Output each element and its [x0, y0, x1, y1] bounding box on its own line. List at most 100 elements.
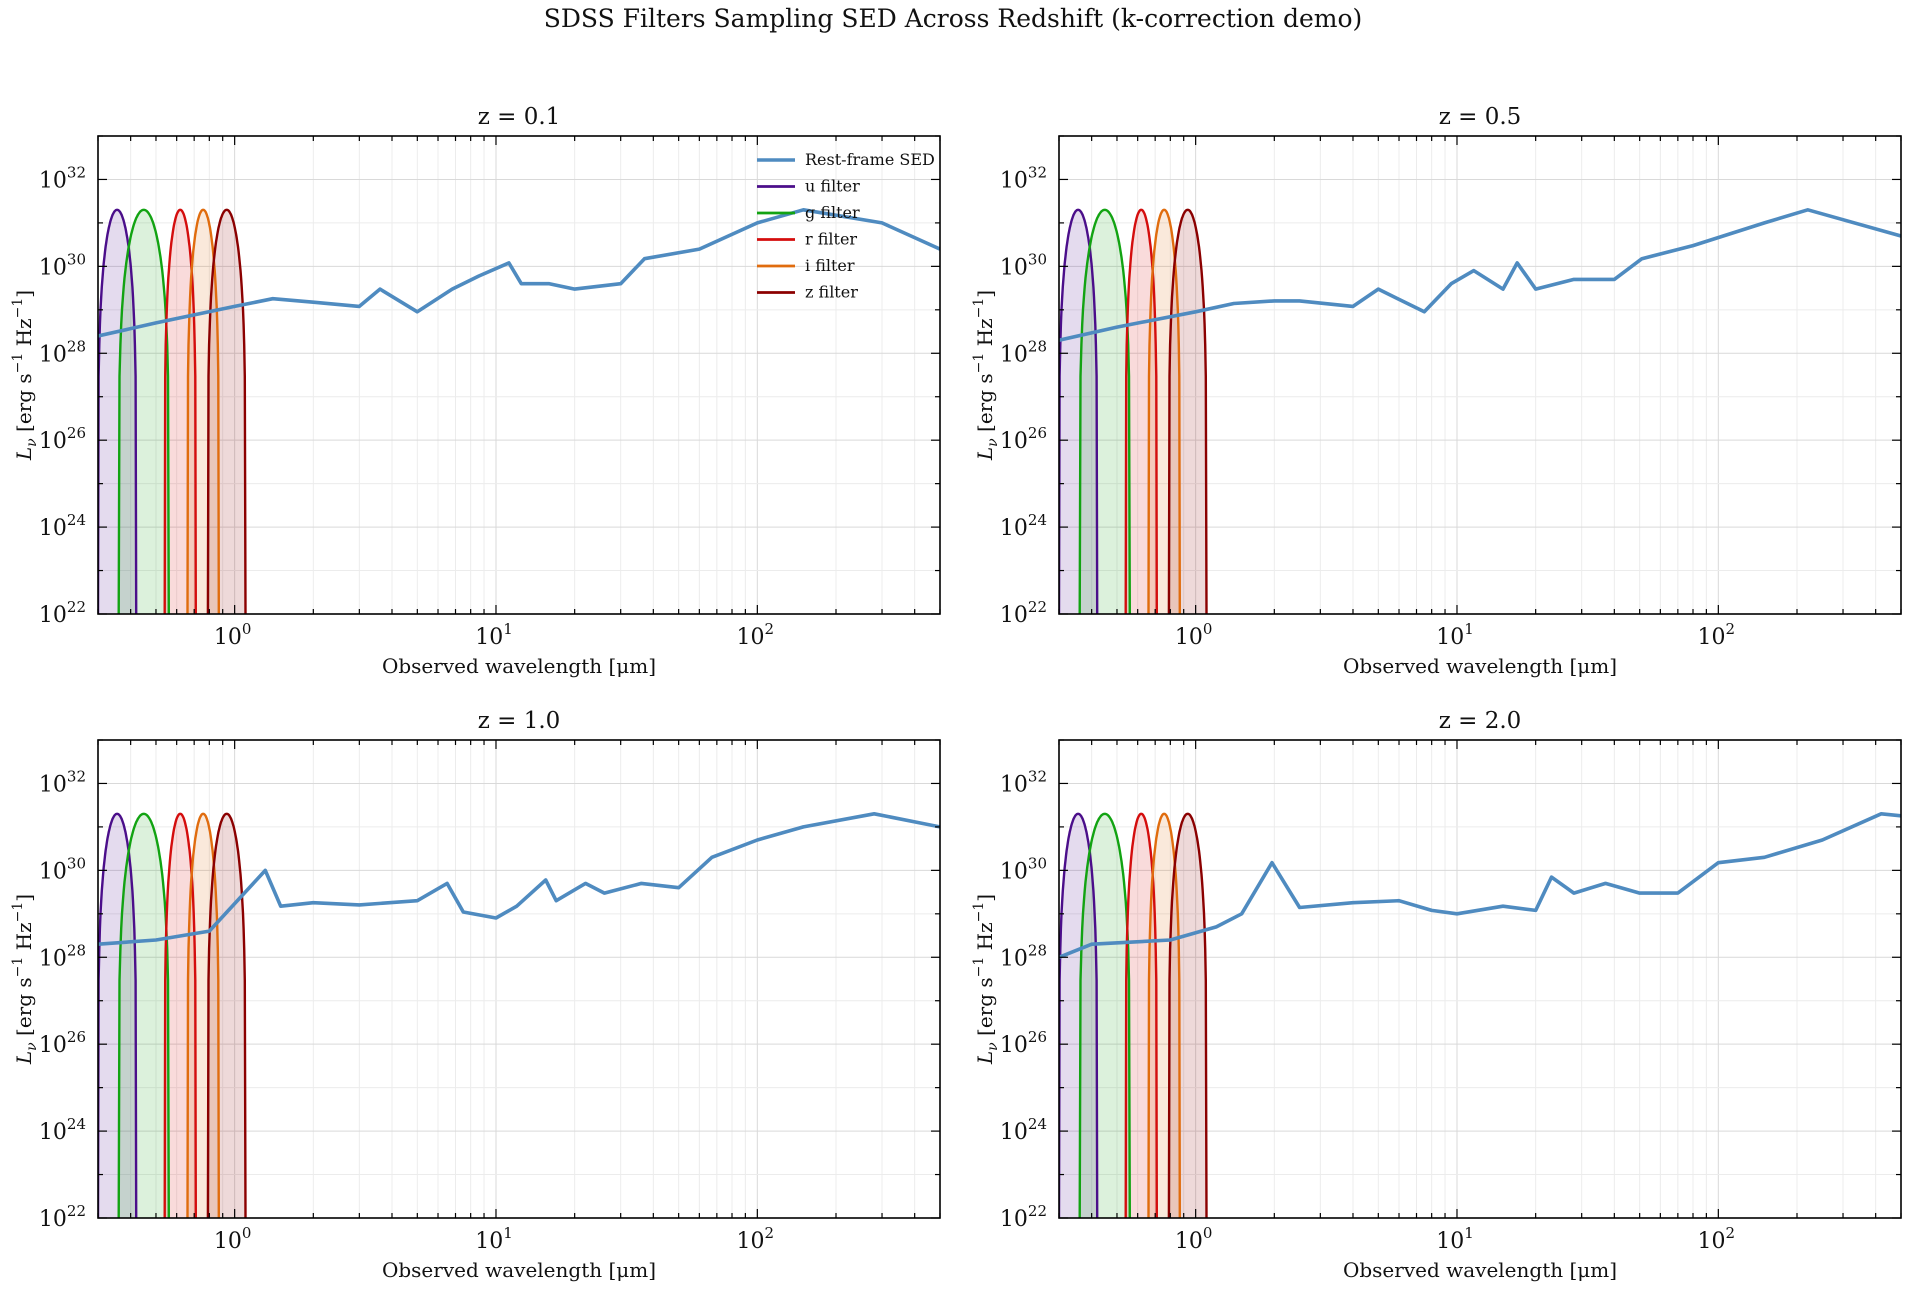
y-tick-label: 1026: [39, 424, 86, 454]
y-tick-label: 1030: [39, 250, 86, 280]
y-tick-label: 1028: [1000, 941, 1047, 971]
y-tick-label: 1024: [1000, 511, 1047, 541]
y-axis-label: Lν [erg s−1 Hz−1]: [10, 290, 40, 461]
panel-title: z = 2.0: [1439, 708, 1522, 734]
x-axis-label: Observed wavelength [μm]: [1343, 1258, 1617, 1282]
y-tick-label: 1030: [1000, 854, 1047, 884]
z-filter-curve: [206, 208, 247, 614]
r-filter-curve: [1124, 208, 1158, 614]
y-tick-label: 1028: [39, 337, 86, 367]
sed-line: [1059, 208, 1901, 342]
legend-label: r filter: [805, 230, 857, 249]
legend-label: i filter: [805, 256, 855, 275]
panel-title: z = 1.0: [478, 708, 561, 734]
ticks: [1058, 135, 1902, 615]
y-tick-label: 1032: [39, 163, 86, 193]
panel-title: z = 0.1: [478, 104, 561, 130]
x-tick-label: 101: [475, 620, 513, 650]
x-axis-label: Observed wavelength [μm]: [382, 654, 656, 678]
x-tick-label: 102: [737, 1224, 775, 1254]
axes-frame: [1058, 739, 1902, 1219]
x-tick-label: 101: [1436, 1224, 1474, 1254]
y-tick-label: 1022: [1000, 1202, 1047, 1232]
x-tick-label: 102: [1698, 620, 1736, 650]
x-tick-label: 102: [737, 620, 775, 650]
ticks: [1058, 739, 1902, 1219]
chart-panel-1: 100 101 102 1022 1024 1026 1028 1030 1032 z = 0.1…: [10, 104, 941, 678]
chart-panel-4: 100 101 102 1022 1024 1026 1028 1030 1032 z = 2.0…: [971, 708, 1902, 1282]
g-filter-curve: [117, 208, 170, 614]
axes-frame: [1058, 135, 1902, 615]
r-filter-curve: [163, 812, 197, 1218]
y-tick-label: 1030: [39, 854, 86, 884]
x-axis-label: Observed wavelength [μm]: [1343, 654, 1617, 678]
ticks: [97, 135, 941, 615]
u-filter-fill: [98, 813, 137, 1218]
g-filter-fill: [118, 209, 169, 614]
y-tick-label: 1024: [39, 511, 86, 541]
y-tick-label: 1022: [39, 1202, 86, 1232]
y-tick-label: 1026: [1000, 424, 1047, 454]
g-filter-fill: [1079, 209, 1130, 614]
legend-label: g filter: [805, 203, 860, 222]
y-tick-label: 1026: [1000, 1028, 1047, 1058]
plot-area: [1059, 812, 1901, 1218]
panel-title: z = 0.5: [1439, 104, 1522, 130]
x-tick-label: 100: [214, 1224, 252, 1254]
u-filter-curve: [98, 812, 138, 1218]
y-axis-label: Lν [erg s−1 Hz−1]: [10, 894, 40, 1065]
z-filter-curve: [206, 812, 247, 1218]
y-tick-label: 1022: [39, 598, 86, 628]
legend: Rest-frame SED u filter g filter r filter i …: [757, 150, 935, 302]
y-tick-label: 1028: [1000, 337, 1047, 367]
y-tick-label: 1026: [39, 1028, 86, 1058]
g-filter-fill: [1079, 813, 1130, 1218]
legend-label: z filter: [805, 283, 858, 302]
u-filter-curve: [1059, 208, 1099, 614]
u-filter-curve: [98, 208, 138, 614]
axes-frame: [97, 739, 941, 1219]
u-filter-fill: [1059, 209, 1098, 614]
x-tick-label: 100: [1175, 620, 1213, 650]
y-tick-label: 1032: [39, 767, 86, 797]
g-filter-curve: [117, 812, 170, 1218]
plot-area: [98, 812, 940, 1218]
chart-panel-3: 100 101 102 1022 1024 1026 1028 1030 1032 z = 1.0…: [10, 708, 941, 1282]
u-filter-fill: [98, 209, 137, 614]
y-tick-label: 1032: [1000, 767, 1047, 797]
y-tick-label: 1024: [39, 1115, 86, 1145]
y-tick-label: 1030: [1000, 250, 1047, 280]
z-filter-curve: [1167, 208, 1208, 614]
y-axis-label: Lν [erg s−1 Hz−1]: [971, 894, 1001, 1065]
legend-label: u filter: [805, 177, 860, 196]
y-tick-label: 1024: [1000, 1115, 1047, 1145]
sed-line: [98, 812, 940, 946]
g-filter-curve: [1078, 208, 1131, 614]
chart-panel-2: 100 101 102 1022 1024 1026 1028 1030 1032 z = 0.5…: [971, 104, 1902, 678]
x-tick-label: 101: [475, 1224, 513, 1254]
r-filter-curve: [1124, 812, 1158, 1218]
x-axis-label: Observed wavelength [μm]: [382, 1258, 656, 1282]
x-tick-label: 100: [214, 620, 252, 650]
ticks: [97, 739, 941, 1219]
x-tick-label: 100: [1175, 1224, 1213, 1254]
figure-title: SDSS Filters Sampling SED Across Redshif…: [544, 4, 1363, 33]
x-tick-label: 101: [1436, 620, 1474, 650]
z-filter-curve: [1167, 812, 1208, 1218]
plot-area: [1059, 208, 1901, 614]
g-filter-curve: [1078, 812, 1131, 1218]
x-tick-label: 102: [1698, 1224, 1736, 1254]
y-tick-label: 1022: [1000, 598, 1047, 628]
r-filter-curve: [163, 208, 197, 614]
u-filter-fill: [1059, 813, 1098, 1218]
sed-line: [1059, 812, 1901, 959]
axes-frame: [97, 135, 941, 615]
y-tick-label: 1032: [1000, 163, 1047, 193]
plot-area: [98, 208, 940, 614]
y-tick-label: 1028: [39, 941, 86, 971]
sed-line: [98, 208, 940, 338]
y-axis-label: Lν [erg s−1 Hz−1]: [971, 290, 1001, 461]
legend-label: Rest-frame SED: [805, 150, 935, 169]
g-filter-fill: [118, 813, 169, 1218]
